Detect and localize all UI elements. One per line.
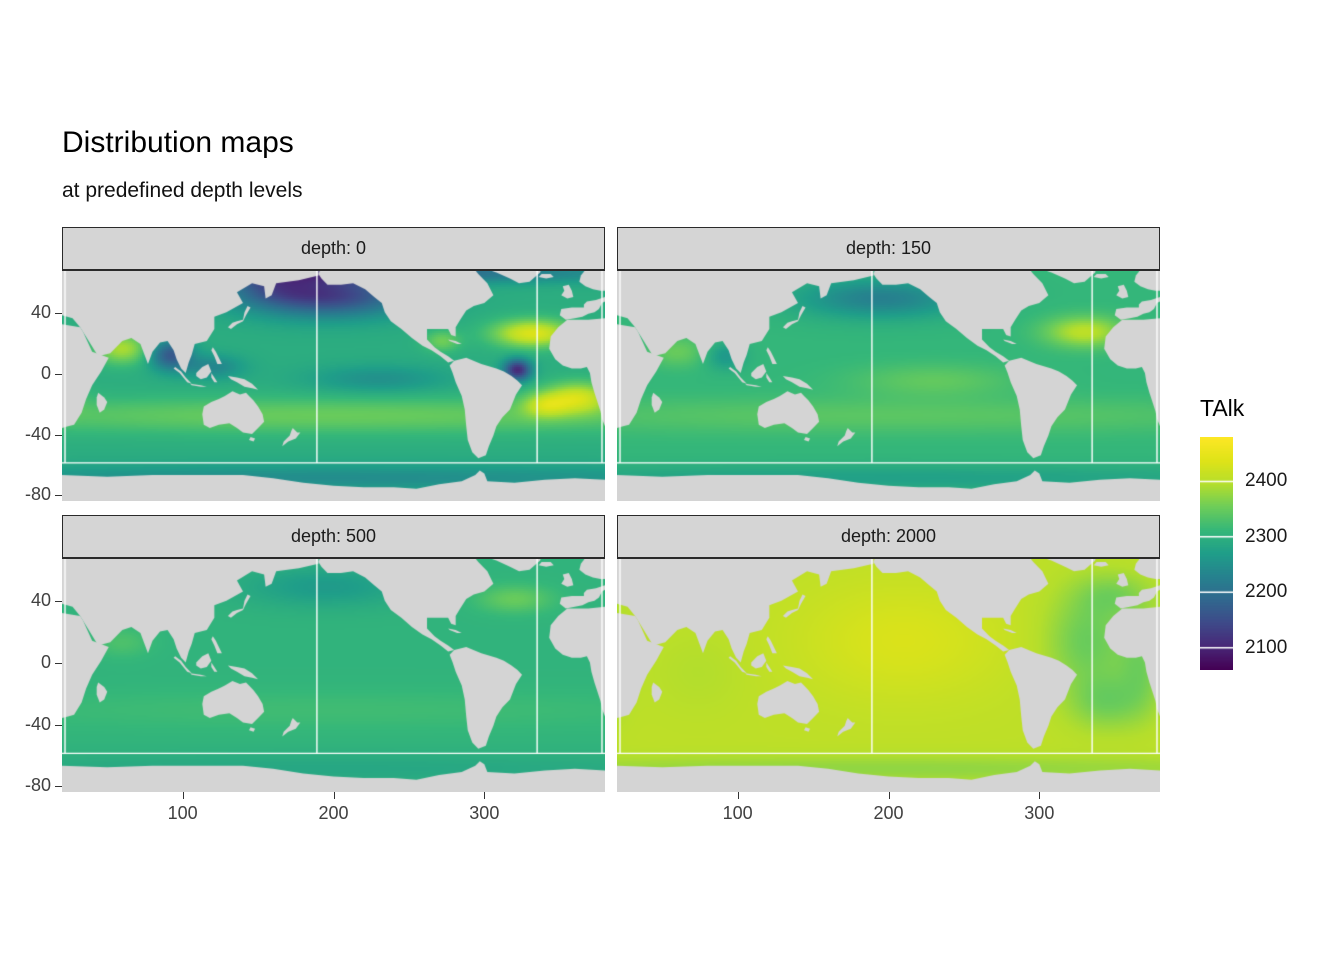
facet-strip-label: depth: 150: [845, 238, 932, 258]
map-panel-depth-500: [62, 558, 605, 792]
facet-strip: depth: 500: [62, 515, 605, 558]
facet-depth-500: depth: 500: [62, 515, 605, 792]
legend-tick-label: 2400: [1245, 470, 1288, 492]
y-axis-tick-label: -80: [24, 775, 51, 796]
y-axis-tick-label: -40: [24, 713, 51, 734]
facet-strip: depth: 2000: [617, 515, 1160, 558]
facet-depth-0: depth: 0: [62, 227, 605, 501]
legend-tick-label: 2100: [1245, 636, 1288, 658]
x-axis-tick: [1039, 792, 1041, 799]
facet-depth-150: depth: 150: [617, 227, 1160, 501]
y-axis-tick: [55, 495, 62, 497]
legend-tick-label: 2200: [1245, 581, 1288, 603]
map-panel-depth-0: [62, 270, 605, 501]
y-axis-tick: [55, 312, 62, 314]
y-axis-tick-label: 0: [40, 651, 51, 672]
y-axis-tick: [55, 373, 62, 375]
y-axis-tick-label: -80: [24, 484, 51, 505]
chart-subtitle: at predefined depth levels: [62, 179, 303, 202]
y-axis-tick: [55, 662, 62, 664]
x-axis-tick-label: 300: [1024, 803, 1055, 823]
y-axis-tick: [55, 434, 62, 436]
y-axis-tick-label: 40: [30, 301, 51, 322]
x-axis-tick: [888, 792, 890, 799]
chart-title: Distribution maps: [62, 126, 294, 159]
legend-title: TAlk: [1200, 395, 1245, 421]
map-panel-depth-150: [617, 270, 1160, 501]
facet-strip: depth: 0: [62, 227, 605, 270]
x-axis-tick-label: 200: [873, 803, 904, 823]
y-axis-tick-label: 0: [40, 362, 51, 383]
legend-tick-label: 2300: [1245, 525, 1288, 547]
legend-colorbar: [1200, 437, 1233, 670]
map-panel-depth-2000: [617, 558, 1160, 792]
x-axis-tick: [333, 792, 335, 799]
x-axis-tick: [737, 792, 739, 799]
x-axis-tick-label: 100: [167, 803, 198, 823]
y-axis-tick-label: 40: [30, 590, 51, 611]
facet-depth-2000: depth: 2000: [617, 515, 1160, 792]
x-axis-tick-label: 300: [469, 803, 500, 823]
y-axis-tick: [55, 724, 62, 726]
x-axis-tick: [182, 792, 184, 799]
facet-strip: depth: 150: [617, 227, 1160, 270]
y-axis-tick: [55, 786, 62, 788]
y-axis-tick: [55, 601, 62, 603]
facet-strip-label: depth: 0: [300, 238, 367, 258]
x-axis-tick-label: 200: [318, 803, 349, 823]
x-axis-tick: [484, 792, 486, 799]
facet-strip-label: depth: 500: [290, 526, 377, 546]
facet-strip-label: depth: 2000: [840, 526, 937, 546]
x-axis-tick-label: 100: [722, 803, 753, 823]
y-axis-tick-label: -40: [24, 423, 51, 444]
